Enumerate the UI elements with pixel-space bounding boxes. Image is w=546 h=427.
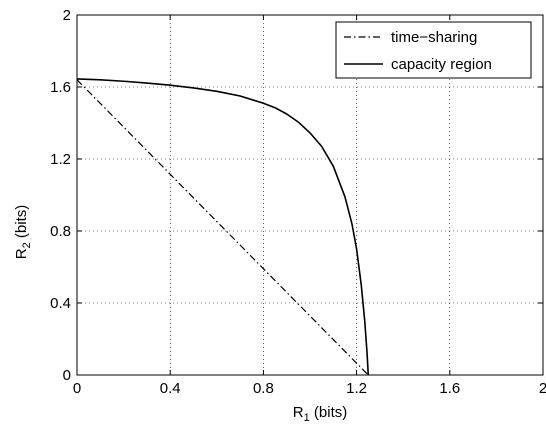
axes-frame: [76, 14, 544, 376]
x-tick-labels: 0 0.4 0.8 1.2 1.6 2: [73, 380, 546, 397]
y-tick-label: 0.4: [50, 295, 71, 312]
x-tick-label: 0.8: [253, 380, 274, 397]
y-tick-label: 1.6: [50, 79, 71, 96]
y-tick-label: 0: [63, 367, 71, 384]
legend-label-time-sharing: time−sharing: [391, 29, 477, 46]
y-tick-labels: 0 0.4 0.8 1.2 1.6 2: [50, 7, 71, 384]
y-axis-label: R2 (bits): [13, 205, 33, 259]
x-tick-label: 1.2: [346, 380, 367, 397]
y-tick-label: 1.2: [50, 151, 71, 168]
y-tick-label: 0.8: [50, 223, 71, 240]
x-tick-label: 2: [539, 380, 546, 397]
x-tick-label: 0.4: [160, 380, 181, 397]
series-line-capacity-region: [76, 78, 370, 376]
x-tick-label: 1.6: [439, 380, 460, 397]
legend: time−sharing capacity region: [335, 21, 532, 79]
series-line-time-sharing: [76, 79, 369, 376]
ticks: [76, 14, 544, 376]
legend-box: [335, 21, 532, 79]
y-tick-label: 2: [63, 7, 71, 24]
series-layer: [76, 78, 370, 376]
legend-label-capacity-region: capacity region: [391, 56, 492, 73]
x-axis-label: R1 (bits): [293, 404, 347, 424]
x-tick-label: 0: [73, 380, 81, 397]
